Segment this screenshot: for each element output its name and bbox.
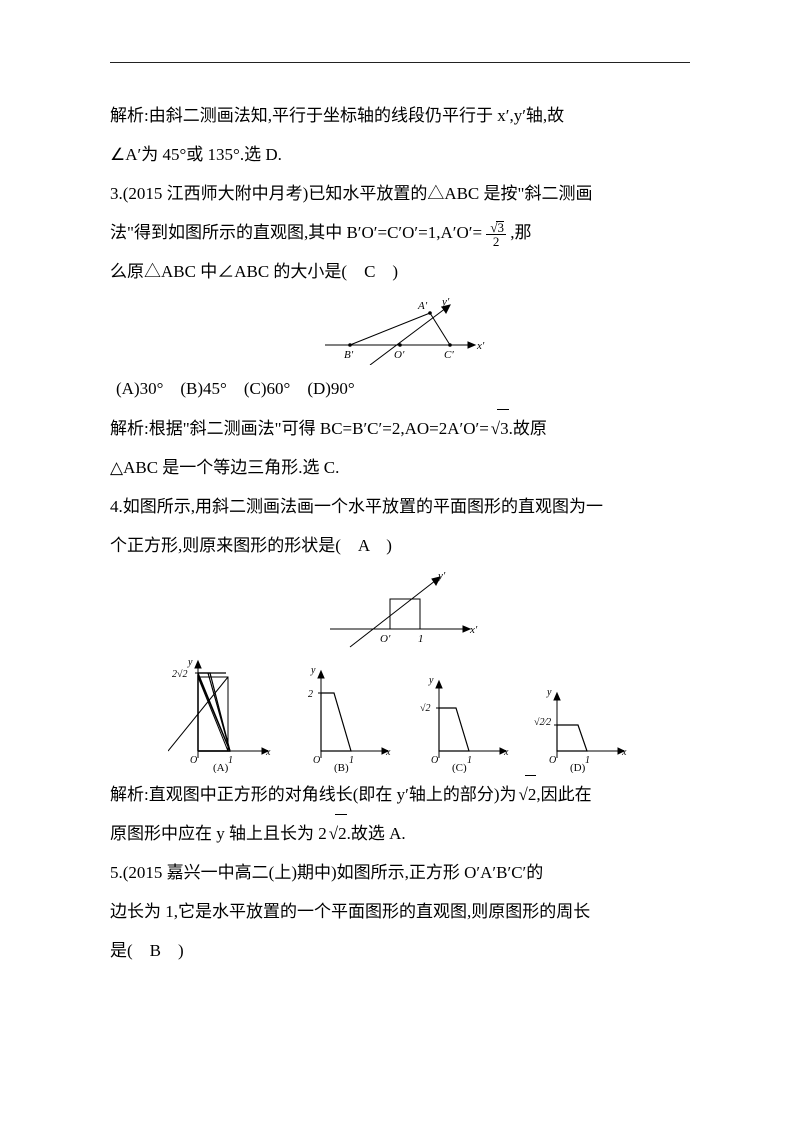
top-rule: [110, 62, 690, 63]
label-x: x′: [476, 340, 485, 352]
para: 原图形中应在 y 轴上且长为 2√2.故选 A.: [110, 814, 690, 853]
label-y: y′: [437, 570, 446, 582]
text: 法"得到如图所示的直观图,其中 B′O′=C′O′=1,A′O′=: [110, 223, 482, 242]
figure-answer-choices: 2√2 O 1 x y (A) 2 O 1 x y (B): [110, 653, 690, 773]
denominator: 2: [486, 235, 506, 248]
label-y: y: [546, 687, 552, 698]
label-x: x′: [469, 624, 478, 636]
label-C-x: 1: [467, 755, 472, 766]
label-O: O: [549, 755, 556, 766]
shape-C: [439, 708, 469, 751]
label-y: y: [310, 665, 316, 676]
para: 是( B ): [110, 931, 690, 970]
label-B-x: 1: [349, 755, 354, 766]
label-y: y: [187, 657, 193, 668]
label-B: B′: [344, 349, 354, 361]
label-C-height: √2: [420, 703, 431, 714]
figure-choice-A: 2√2 O 1 x y (A): [168, 653, 278, 773]
label-O: O: [190, 755, 197, 766]
label-B-height: 2: [308, 689, 313, 700]
fraction-sqrt3-over-2: √3 2: [486, 221, 506, 248]
label-C: C′: [444, 349, 454, 361]
sqrt-icon: √3: [489, 409, 509, 448]
para: 法"得到如图所示的直观图,其中 B′O′=C′O′=1,A′O′= √3 2 ,…: [110, 213, 690, 252]
para: 5.(2015 嘉兴一中高二(上)期中)如图所示,正方形 O′A′B′C′的: [110, 853, 690, 892]
para: 解析:由斜二测画法知,平行于坐标轴的线段仍平行于 x′,y′轴,故: [110, 96, 690, 135]
text: ,那: [510, 223, 531, 242]
para: △ABC 是一个等边三角形.选 C.: [110, 448, 690, 487]
text: 解析:直观图中正方形的对角线长(即在 y′轴上的部分)为: [110, 785, 517, 804]
text: ,因此在: [536, 785, 591, 804]
sqrt-icon: √2: [517, 775, 537, 814]
label-D-height: √2⁄2: [534, 717, 551, 728]
label-A-x: 1: [228, 755, 233, 766]
label-x: x: [385, 747, 391, 758]
label-x: x: [503, 747, 509, 758]
figure-choice-B: 2 O 1 x y (B): [296, 653, 396, 773]
label-one: 1: [418, 633, 424, 645]
figure-choice-C: √2 O 1 x y (C): [414, 653, 514, 773]
text: 解析:根据"斜二测画法"可得 BC=B′C′=2,AO=2A′O′=: [110, 419, 489, 438]
figure-choice-D: √2⁄2 O 1 x y (D): [532, 653, 632, 773]
sqrt-radicand: 3: [500, 419, 509, 438]
para: 解析:根据"斜二测画法"可得 BC=B′C′=2,AO=2A′O′=√3.故原: [110, 409, 690, 448]
shape-B: [321, 693, 351, 751]
tag-A: (A): [213, 762, 229, 773]
sqrt-radicand: 2: [528, 785, 537, 804]
sqrt-icon: √2: [327, 814, 347, 853]
text: 原图形中应在 y 轴上且长为 2: [110, 824, 327, 843]
para: 边长为 1,它是水平放置的一个平面图形的直观图,则原图形的周长: [110, 892, 690, 931]
label-y: y′: [441, 296, 450, 308]
text: .故原: [509, 419, 547, 438]
para: 么原△ABC 中∠ABC 的大小是( C ): [110, 252, 690, 291]
tag-B: (B): [334, 762, 349, 773]
label-O: O: [313, 755, 320, 766]
label-y: y: [428, 675, 434, 686]
text: .故选 A.: [347, 824, 406, 843]
label-x: x: [621, 747, 627, 758]
figure-square-oblique: O′ 1 x′ y′: [320, 569, 480, 649]
sqrt-radicand: 2: [338, 824, 347, 843]
para: 4.如图所示,用斜二测画法画一个水平放置的平面图形的直观图为一: [110, 487, 690, 526]
label-O: O′: [394, 349, 405, 361]
tag-D: (D): [570, 762, 586, 773]
options-3: (A)30° (B)45° (C)60° (D)90°: [110, 369, 690, 408]
shape-D: [557, 725, 587, 751]
label-A: A′: [417, 300, 428, 312]
para: 个正方形,则原来图形的形状是( A ): [110, 526, 690, 565]
label-O: O′: [380, 633, 391, 645]
sqrt-icon: √3: [488, 221, 504, 234]
label-O: O: [431, 755, 438, 766]
figure-oblique-triangle: B′ O′ C′ A′ x′ y′: [310, 295, 490, 365]
label-A-height: 2√2: [172, 669, 188, 680]
sqrt-radicand: 3: [497, 220, 504, 235]
label-D-x: 1: [585, 755, 590, 766]
label-x: x: [265, 747, 271, 758]
para: 解析:直观图中正方形的对角线长(即在 y′轴上的部分)为√2,因此在: [110, 775, 690, 814]
tag-C: (C): [452, 762, 467, 773]
para: ∠A′为 45°或 135°.选 D.: [110, 135, 690, 174]
para: 3.(2015 江西师大附中月考)已知水平放置的△ABC 是按"斜二测画: [110, 174, 690, 213]
